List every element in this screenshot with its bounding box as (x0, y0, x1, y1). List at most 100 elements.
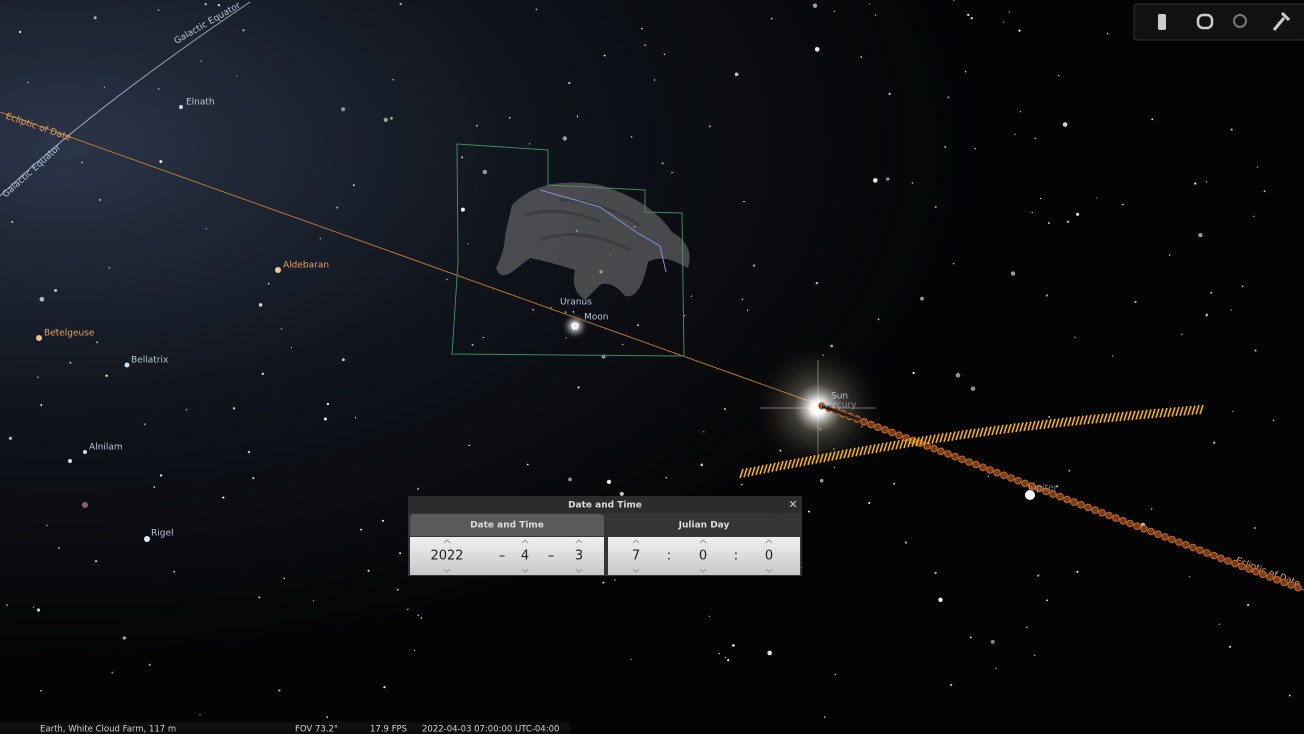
trail-tick (1107, 412, 1112, 423)
trail-bead (1252, 567, 1260, 576)
trail-bead (1175, 538, 1183, 547)
trail-bead (1217, 554, 1225, 563)
trail-tick (767, 463, 772, 473)
star (814, 46, 820, 52)
star (1008, 11, 1010, 13)
star (877, 318, 880, 321)
trail-tick (923, 435, 928, 446)
star (860, 56, 863, 58)
minute-field[interactable]: 0 (699, 549, 707, 564)
trail-tick (1043, 419, 1048, 429)
star (217, 4, 220, 7)
star (833, 10, 835, 13)
toolbar-panel (1133, 3, 1304, 41)
status-fps: 17.9 FPS (370, 725, 407, 734)
star (36, 335, 42, 341)
status-location: Earth, White Cloud Farm, 117 m (40, 725, 176, 734)
trail-tick (1031, 420, 1036, 431)
trail-bead (1294, 583, 1302, 592)
tab-label[interactable]: Julian Day (678, 521, 730, 531)
star (637, 324, 639, 327)
trail-bead (1049, 490, 1057, 498)
star (550, 306, 553, 309)
trail-tick (1183, 406, 1188, 416)
trail-bead (1266, 573, 1274, 581)
trail-tick (1111, 412, 1116, 422)
star (252, 477, 255, 480)
constellation-boundary (451, 143, 685, 357)
spin-up (632, 539, 640, 544)
trail-tick (1063, 417, 1068, 427)
trail-bead (1238, 562, 1246, 571)
star (1213, 441, 1216, 444)
star (399, 2, 402, 6)
star (955, 373, 961, 378)
star (258, 596, 261, 599)
spin-down (632, 568, 640, 573)
star (577, 386, 580, 389)
star (718, 652, 720, 655)
star (952, 0, 955, 2)
star (661, 162, 664, 165)
star (1045, 294, 1049, 297)
year-field[interactable]: 2022 (430, 549, 463, 564)
star (1019, 110, 1022, 113)
trail-bead (1021, 479, 1029, 488)
star (886, 177, 890, 181)
trail-tick (1027, 421, 1032, 431)
trail-bead (1245, 565, 1253, 573)
star (1058, 74, 1060, 77)
toolbar-icon[interactable] (1158, 14, 1166, 30)
hour-field[interactable]: 7 (632, 549, 640, 564)
trail-tick (991, 425, 996, 436)
star (606, 479, 612, 485)
trail-tick (815, 454, 820, 464)
star (312, 600, 315, 602)
tab-active[interactable] (410, 514, 604, 536)
month-field[interactable]: 4 (521, 549, 529, 564)
star (157, 9, 160, 12)
planet-trails (739, 402, 1302, 592)
star (630, 658, 632, 661)
star (482, 336, 484, 339)
trail-bead (1287, 581, 1295, 589)
trail-tick (1051, 418, 1056, 429)
trail-tick (951, 431, 956, 441)
star (124, 362, 130, 368)
star-label: Aldebaran (283, 261, 329, 271)
star (1232, 410, 1234, 413)
star (383, 117, 388, 123)
star (912, 371, 915, 375)
trail-tick (987, 426, 992, 436)
star (19, 30, 22, 34)
star (1037, 574, 1040, 577)
trail-tick (1139, 409, 1144, 420)
star (1034, 137, 1036, 140)
tab-label[interactable]: Date and Time (470, 521, 544, 531)
trail-tick (1119, 411, 1124, 422)
trail-tick (871, 444, 876, 454)
star (236, 75, 238, 77)
trail-tick (1099, 413, 1104, 424)
trail-tick (1199, 404, 1204, 415)
toolbar-icon[interactable] (1233, 14, 1247, 28)
trail-tick (915, 436, 920, 447)
star (1168, 254, 1171, 256)
status-fov: FOV 73.2° (295, 725, 338, 734)
toolbar-icon[interactable] (1196, 13, 1214, 30)
star (535, 8, 538, 11)
day-field[interactable]: 3 (575, 549, 583, 564)
trail-bead (1112, 514, 1120, 522)
trail-tick (807, 455, 812, 466)
star (967, 13, 970, 17)
trail-tick (1059, 417, 1064, 428)
star (1066, 220, 1070, 223)
trail-tick (867, 444, 872, 455)
trail-tick (1147, 409, 1152, 419)
second-field[interactable]: 0 (765, 549, 773, 564)
close-button[interactable]: ✕ (788, 498, 797, 511)
toolbar-icon[interactable] (1272, 11, 1291, 31)
trail-tick (879, 442, 884, 453)
star (1205, 181, 1207, 183)
